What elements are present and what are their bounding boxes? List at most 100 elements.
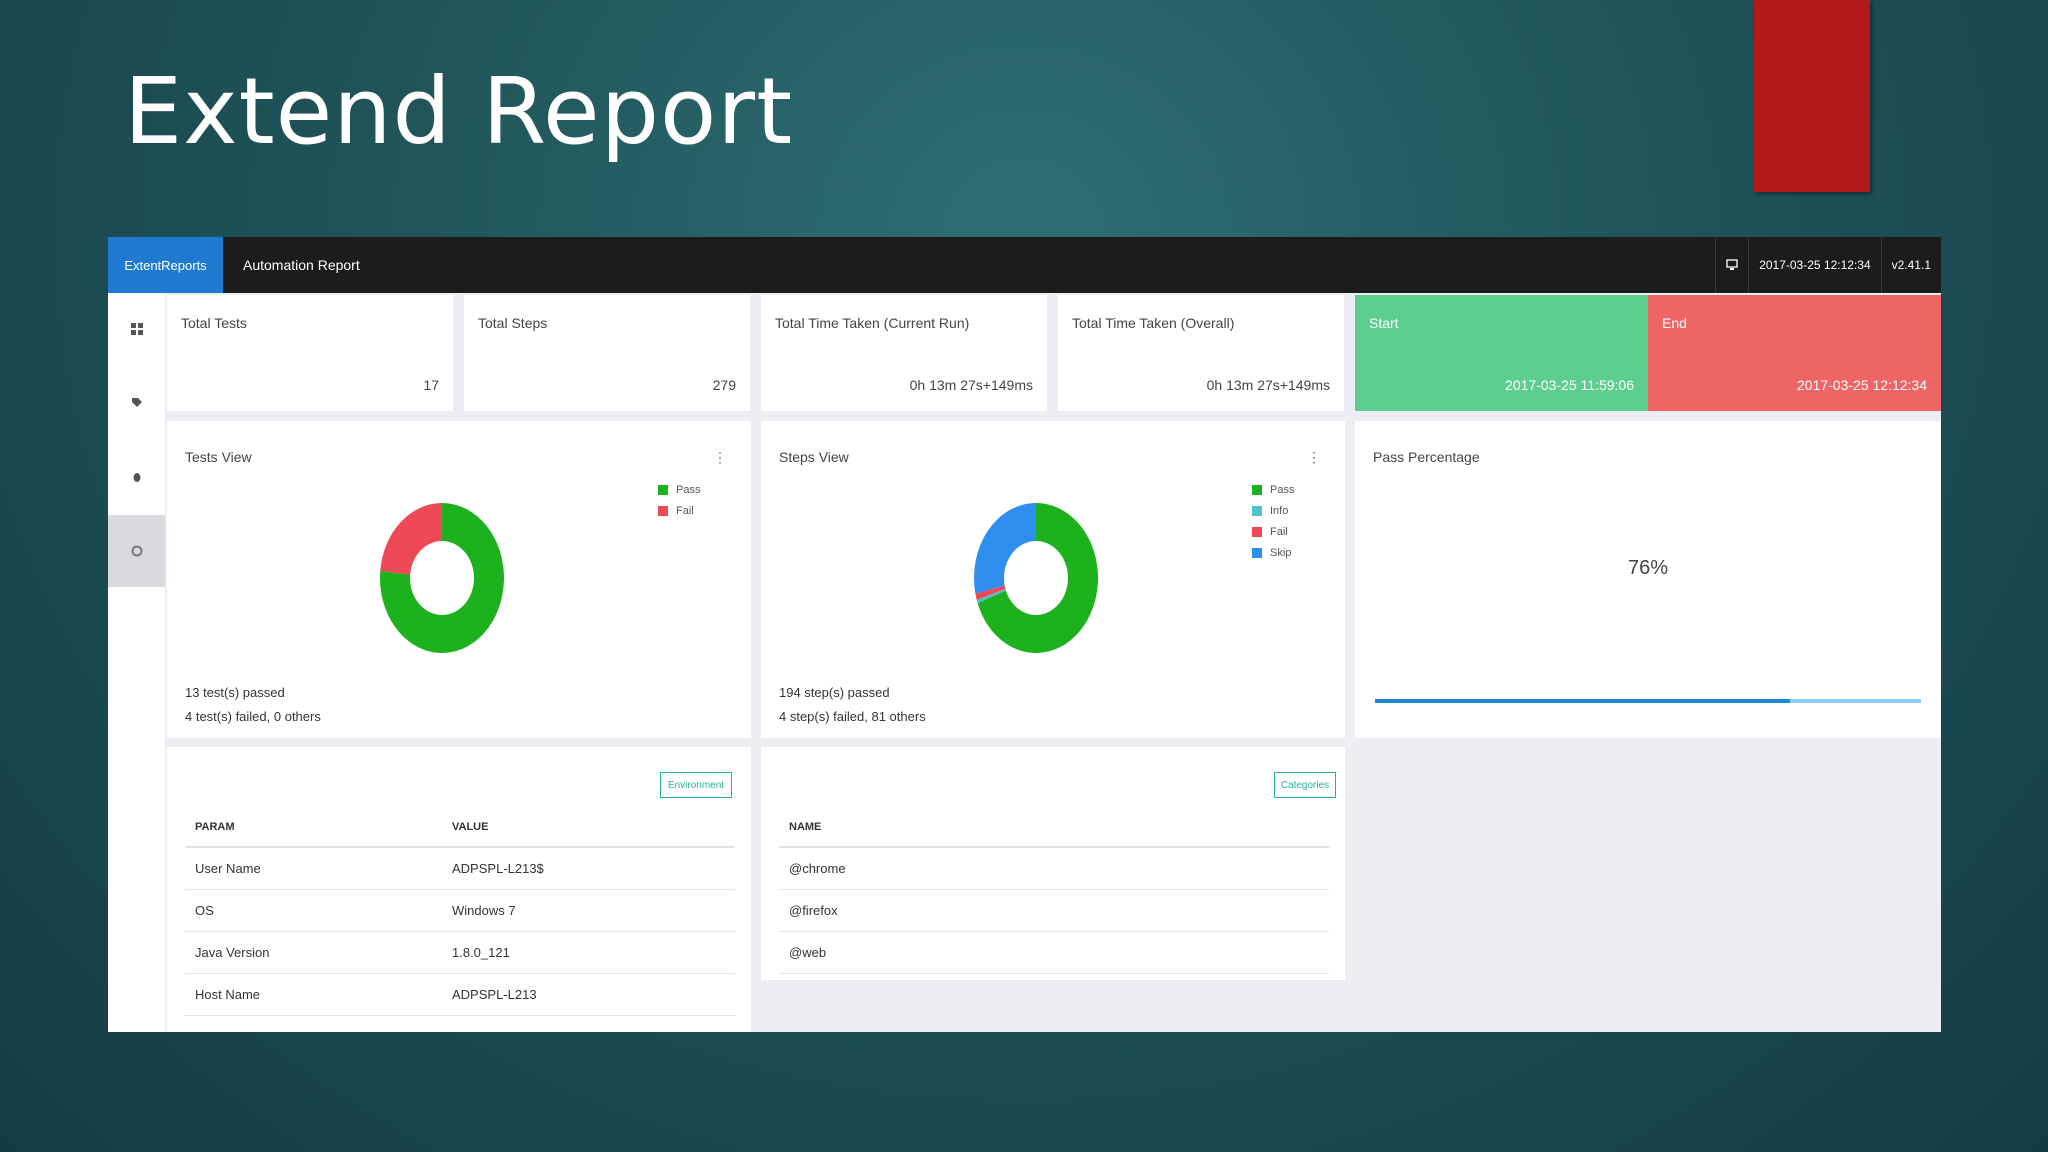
value-cell: ADPSPL-L213 [442,973,735,1016]
legend-label: Fail [1270,525,1288,538]
monitor-icon[interactable] [1715,237,1748,293]
steps-summary-failed: 4 step(s) failed, 81 others [779,709,926,724]
legend-label: Info [1270,504,1289,517]
value-cell: 1.8.0_121 [442,931,735,974]
steps-summary-passed: 194 step(s) passed [779,685,890,700]
gear-icon[interactable] [108,515,165,587]
tests-summary-failed: 4 test(s) failed, 0 others [185,709,321,724]
pass-percentage-value: 76% [1627,557,1669,579]
steps-view-title: Steps View [779,449,849,465]
dashboard-icon[interactable] [108,293,165,365]
value-cell: Windows 7 [442,889,735,932]
total-tests-card: Total Tests 17 [167,295,453,411]
donut-slice-skip[interactable] [974,503,1036,594]
total-steps-value: 279 [712,377,736,393]
table-row: OS Windows 7 [185,889,735,932]
start-time-card: Start 2017-03-25 11:59:06 [1355,295,1648,411]
pass-percentage-title: Pass Percentage [1373,449,1480,465]
steps-legend: Pass Info Fail Skip [1252,479,1294,563]
legend-swatch [658,484,668,495]
tag-icon[interactable] [108,367,165,439]
category-cell[interactable]: @web [779,931,1329,974]
legend-item-info[interactable]: Info [1252,500,1294,521]
legend-item-pass[interactable]: Pass [1252,479,1294,500]
donut-slice-info[interactable] [976,588,1006,604]
categories-header-row: NAME [779,807,1329,848]
environment-card: Environment PARAM VALUE User Name ADPSPL… [167,747,751,1032]
table-row: @firefox [779,889,1329,932]
donut-slice-pass[interactable] [380,503,504,653]
total-steps-label: Total Steps [478,315,548,331]
pass-percentage-bar [1375,699,1921,703]
end-value: 2017-03-25 12:12:34 [1797,377,1927,393]
environment-button[interactable]: Environment [660,772,732,798]
param-cell: User Name [185,847,442,890]
category-cell[interactable]: @firefox [779,889,1329,932]
legend-label: Fail [676,504,694,517]
donut-slice-fail[interactable] [975,585,1006,601]
table-row: Java Version 1.8.0_121 [185,931,735,974]
table-row: @chrome [779,847,1329,890]
time-current-card: Total Time Taken (Current Run) 0h 13m 27… [761,295,1047,411]
table-row: Host Name ADPSPL-L213 [185,973,735,1016]
version-label: v2.41.1 [1880,237,1941,293]
name-header: NAME [779,807,1329,848]
end-time-card: End 2017-03-25 12:12:34 [1648,295,1941,411]
legend-label: Skip [1270,546,1292,559]
slide-title: Extend Report [124,58,794,165]
param-cell: OS [185,889,442,932]
legend-item-fail[interactable]: Fail [1252,521,1294,542]
topbar-right: 2017-03-25 12:12:34 v2.41.1 [1715,237,1941,293]
legend-label: Pass [676,483,701,496]
legend-swatch [1252,526,1262,537]
donut-slice-fail[interactable] [380,503,442,575]
total-tests-label: Total Tests [181,315,247,331]
tests-view-title: Tests View [185,449,252,465]
sidebar [108,293,165,1032]
legend-label: Pass [1270,483,1295,496]
report-name: Automation Report [243,257,360,273]
environment-header-row: PARAM VALUE [185,807,735,848]
categories-card: Categories NAME @chrome @firefox @web [761,747,1345,980]
table-row: @web [779,931,1329,974]
tests-view-card: Tests View ⋮ Pass Fail 13 test(s) passed … [167,421,751,738]
time-current-value: 0h 13m 27s+149ms [909,377,1033,393]
categories-table: NAME @chrome @firefox @web [779,807,1329,974]
end-label: End [1662,315,1687,331]
categories-button[interactable]: Categories [1274,772,1336,798]
legend-item-pass[interactable]: Pass [658,479,700,500]
start-label: Start [1369,315,1399,331]
category-cell[interactable]: @chrome [779,847,1329,890]
total-tests-value: 17 [423,377,439,393]
kebab-menu-icon[interactable]: ⋮ [1307,449,1321,465]
run-timestamp: 2017-03-25 12:12:34 [1748,237,1880,293]
legend-swatch [658,505,668,516]
tests-legend: Pass Fail [658,479,700,521]
extent-report-window: ExtentReports Automation Report 2017-03-… [108,237,1941,1032]
legend-item-fail[interactable]: Fail [658,500,700,521]
bug-icon[interactable] [108,441,165,513]
decorative-red-block [1754,0,1870,192]
kebab-menu-icon[interactable]: ⋮ [713,449,727,465]
start-value: 2017-03-25 11:59:06 [1505,377,1634,393]
value-cell: ADPSPL-L213$ [442,847,735,890]
param-cell: Java Version [185,931,442,974]
legend-swatch [1252,547,1262,558]
pass-percentage-bar-fill [1375,699,1790,703]
time-current-label: Total Time Taken (Current Run) [775,315,970,331]
tests-donut-chart [380,503,504,653]
time-overall-card: Total Time Taken (Overall) 0h 13m 27s+14… [1058,295,1344,411]
param-cell: Host Name [185,973,442,1016]
steps-view-card: Steps View ⋮ Pass Info Fail Skip 194 step(s… [761,421,1345,738]
value-header: VALUE [442,807,735,848]
legend-swatch [1252,505,1262,516]
donut-slice-pass[interactable] [977,503,1098,653]
pass-percentage-card: Pass Percentage 76% [1355,421,1941,738]
brand-button[interactable]: ExtentReports [108,237,223,293]
steps-donut-chart [974,503,1098,653]
legend-item-skip[interactable]: Skip [1252,542,1294,563]
environment-table: PARAM VALUE User Name ADPSPL-L213$ OS Wi… [185,807,735,1016]
table-row: User Name ADPSPL-L213$ [185,847,735,890]
total-steps-card: Total Steps 279 [464,295,750,411]
time-overall-value: 0h 13m 27s+149ms [1206,377,1330,393]
